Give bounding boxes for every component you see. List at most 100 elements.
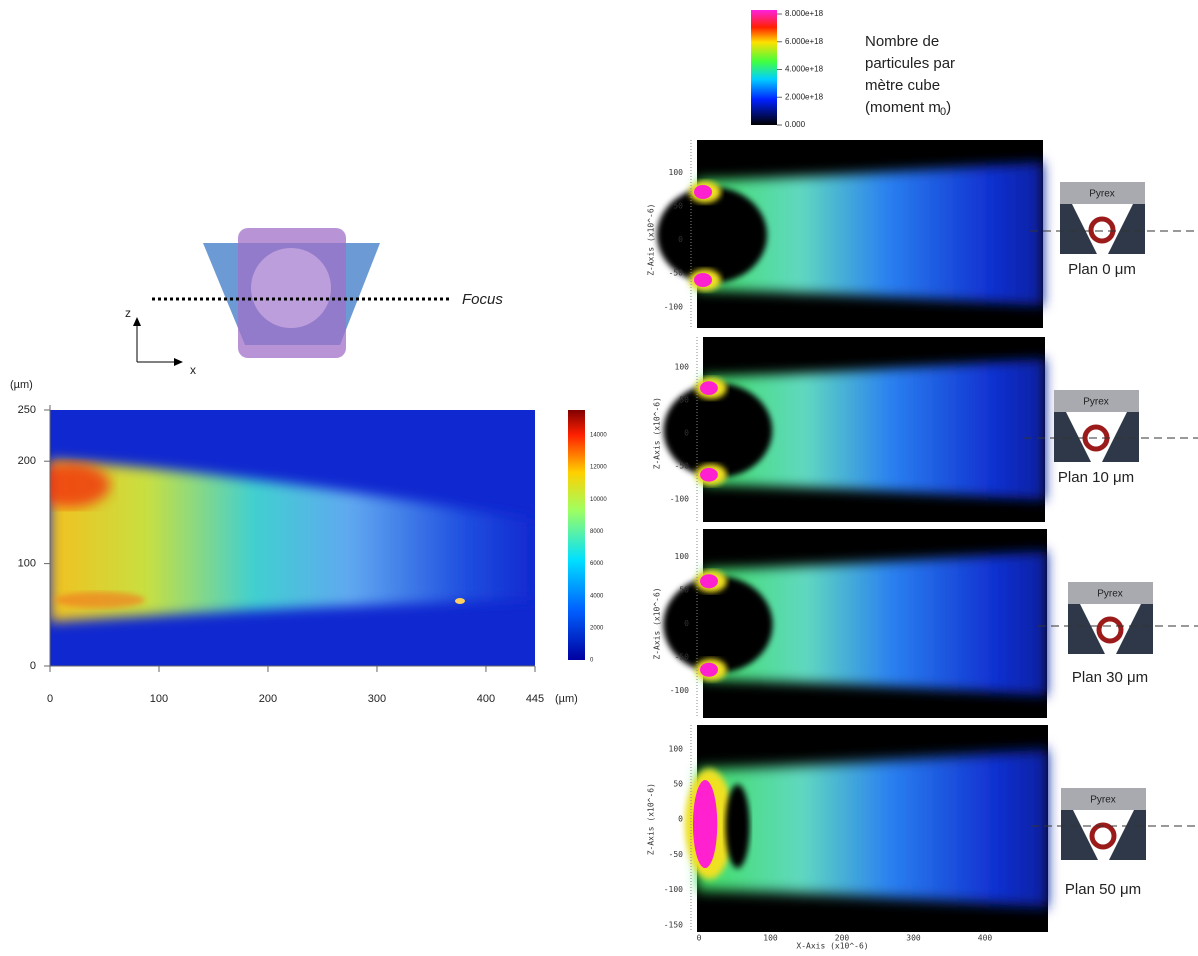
pyrex-label: Pyrex [1083, 397, 1109, 408]
y-tick-label: -100 [664, 302, 683, 311]
hot-spot [700, 381, 718, 395]
legend-line: Nombre de [865, 33, 939, 50]
colorbar [751, 10, 777, 125]
simulation-panel: 100 50 0 -50 -100 Z-Axis (x10^-6) Pyrex Plan 0 … [647, 140, 1198, 328]
colorbar-tick-label: 2.000e+18 [785, 92, 824, 101]
y-tick-label: 250 [18, 404, 36, 416]
colorbar-tick-label: 0.000 [785, 120, 806, 129]
y-tick-label: 100 [675, 552, 690, 561]
y-axis-label: Z-Axis (x10^-6) [647, 204, 656, 276]
plume [663, 551, 1047, 696]
y-unit: (µm) [10, 379, 33, 391]
inset: Pyrex Plan 0 μm [1030, 182, 1198, 278]
x-axis-label: X-Axis (x10^-6) [796, 942, 868, 951]
colorbar-tick-label: 10000 [590, 497, 607, 503]
plume [657, 162, 1043, 306]
legend-suffix: ) [946, 99, 951, 116]
y-tick-label: 50 [679, 396, 689, 405]
plan-label: Plan 0 μm [1068, 261, 1136, 278]
hot-spot [694, 273, 712, 287]
plume [685, 749, 1048, 908]
x-unit: (µm) [555, 693, 578, 705]
x-tick-label: 400 [978, 934, 993, 943]
plan-label: Plan 50 μm [1065, 881, 1141, 898]
y-tick-label: -50 [675, 462, 690, 471]
plan-label: Plan 30 μm [1072, 669, 1148, 686]
y-tick-label: 100 [669, 744, 684, 753]
y-tick-label: -100 [664, 885, 683, 894]
hot-spot [700, 468, 718, 482]
y-tick-label: 0 [30, 660, 36, 672]
inset: Pyrex Plan 50 μm [1031, 788, 1198, 898]
colorbar-tick-label: 0 [590, 658, 594, 664]
y-tick-label: -50 [669, 850, 684, 859]
x-tick-label: 0 [697, 934, 702, 943]
y-tick-label: 0 [678, 235, 683, 244]
pyrex-label: Pyrex [1089, 189, 1115, 200]
colorbar-tick-label: 12000 [590, 465, 607, 471]
focus-label: Focus [462, 291, 503, 308]
inset: Pyrex Plan 10 μm [1024, 390, 1198, 486]
x-tick-label: 300 [368, 693, 386, 705]
colorbar-tick-label: 14000 [590, 433, 607, 439]
legend-line: particules par [865, 55, 955, 72]
y-tick-label: -50 [675, 653, 690, 662]
colorbar [568, 410, 585, 660]
hot-spot [700, 574, 718, 588]
x-tick-label: 100 [150, 693, 168, 705]
legend-tail: 0) [940, 99, 951, 118]
y-tick-label: -100 [670, 686, 689, 695]
capillary [251, 248, 331, 328]
y-axis-label: Z-Axis (x10^-6) [653, 397, 662, 469]
colorbar-tick-label: 4000 [590, 593, 604, 599]
colorbar-tick-label: 6000 [590, 561, 604, 567]
x-tick-label: 0 [47, 693, 53, 705]
plume [663, 359, 1045, 501]
colorbar-tick-label: 2000 [590, 625, 604, 631]
arrow-head [133, 317, 141, 326]
y-tick-label: 100 [669, 168, 684, 177]
y-tick-label: -150 [664, 920, 683, 929]
y-tick-label: -50 [669, 269, 684, 278]
simulation-panel: 100 50 0 -50 -100 Z-Axis (x10^-6) Pyrex Plan 10… [653, 337, 1198, 522]
y-tick-label: 200 [18, 455, 36, 467]
colorbar-tick-label: 4.000e+18 [785, 65, 824, 74]
hot-spot [700, 663, 718, 677]
legend-line: (moment m [865, 99, 941, 116]
simulation-panel: 100 50 0 -50 -100 Z-Axis (x10^-6) Pyrex Plan 30… [653, 529, 1198, 718]
colorbar-tick-label: 6.000e+18 [785, 37, 824, 46]
experiment-heatmap [30, 410, 535, 666]
plan-label: Plan 10 μm [1058, 469, 1134, 486]
hollow [725, 784, 749, 868]
y-tick-label: 0 [684, 619, 689, 628]
pyrex-label: Pyrex [1097, 589, 1123, 600]
legend-line: mètre cube [865, 77, 940, 94]
x-tick-label: 445 [526, 693, 544, 705]
x-tick-label: 300 [906, 934, 921, 943]
pyrex-label: Pyrex [1090, 795, 1116, 806]
x-tick-label: 200 [259, 693, 277, 705]
y-axis-label: Z-Axis (x10^-6) [647, 783, 656, 855]
y-tick-label: 100 [18, 558, 36, 570]
simulation-panel: 100 50 0 -50 -100 -150 Z-Axis (x10^-6) Pyrex Pla… [647, 725, 1198, 951]
y-tick-label: 50 [679, 585, 689, 594]
y-tick-label: 100 [675, 363, 690, 372]
y-axis-label: Z-Axis (x10^-6) [653, 587, 662, 659]
arrow-head [174, 358, 183, 366]
y-tick-label: 0 [678, 815, 683, 824]
hot-spot [694, 185, 712, 199]
hot-spot [693, 780, 717, 868]
colorbar-tick-label: 8000 [590, 529, 604, 535]
legend: Nombre de particules par mètre cube (moment… [865, 33, 955, 118]
x-label: x [190, 363, 196, 377]
x-tick-label: 400 [477, 693, 495, 705]
inset: Pyrex Plan 30 μm [1038, 582, 1198, 686]
y-tick-label: 50 [673, 202, 683, 211]
y-tick-label: 0 [684, 429, 689, 438]
y-tick-label: 50 [673, 779, 683, 788]
colorbar-tick-label: 8.000e+18 [785, 9, 824, 18]
y-tick-label: -100 [670, 495, 689, 504]
z-label: z [125, 306, 131, 320]
x-tick-label: 100 [763, 934, 778, 943]
